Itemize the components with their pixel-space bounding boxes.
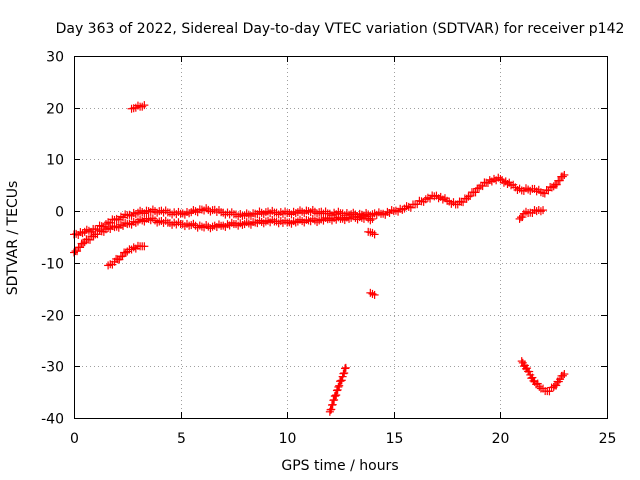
- series-segment-minus-thirty-three: [517, 357, 569, 396]
- data-point-fill: [503, 180, 512, 189]
- y-tick-label: 10: [46, 153, 64, 169]
- data-point: [325, 214, 334, 223]
- x-axis-label: GPS time / hours: [281, 458, 398, 474]
- data-point: [341, 363, 350, 372]
- data-point-fill: [536, 207, 545, 216]
- x-tick-label: 15: [386, 431, 404, 447]
- series-segment-minus-ten: [104, 241, 149, 270]
- x-tick-label: 10: [279, 431, 297, 447]
- data-point-fill: [368, 289, 377, 298]
- data-point-fill: [552, 180, 561, 189]
- data-point-fill: [555, 176, 564, 185]
- series-main-trace-upper: [70, 170, 569, 239]
- data-point-fill: [121, 248, 130, 257]
- x-tick-label: 0: [70, 431, 79, 447]
- series-main-trace-lower: [70, 212, 377, 257]
- y-tick-label: 20: [46, 102, 64, 118]
- data-point-fill: [340, 369, 349, 378]
- data-point-fill: [138, 208, 147, 217]
- y-tick-label: -30: [41, 360, 64, 376]
- data-point-fill: [466, 191, 475, 200]
- data-point: [334, 382, 343, 391]
- data-point-fill: [335, 381, 344, 390]
- data-point: [370, 290, 379, 299]
- data-point: [560, 370, 569, 379]
- x-tick-label: 25: [599, 431, 617, 447]
- data-point-fill: [558, 371, 567, 380]
- series-segment-steep-minus-thirty-five: [325, 363, 350, 416]
- data-point-fill: [236, 210, 245, 219]
- series-segment-minus-sixteen: [366, 288, 379, 299]
- data-point-fill: [328, 400, 337, 409]
- y-tick-label: -20: [41, 309, 64, 325]
- data-point-fill: [72, 229, 81, 238]
- data-point-fill: [79, 239, 88, 248]
- chart-title: Day 363 of 2022, Sidereal Day-to-day VTE…: [56, 21, 625, 37]
- data-point-fill: [521, 207, 530, 216]
- data-point-fill: [257, 208, 266, 217]
- data-point: [517, 357, 526, 366]
- data-point: [304, 207, 313, 216]
- data-point-fill: [232, 220, 241, 229]
- x-tick-label: 20: [492, 431, 510, 447]
- y-axis-label: SDTVAR / TECUs: [5, 181, 21, 296]
- data-point: [560, 170, 569, 179]
- data-point: [261, 217, 270, 226]
- series-segment-near-fourteen: [364, 227, 379, 239]
- y-tick-label: -10: [41, 257, 64, 273]
- data-point: [240, 211, 249, 220]
- data-point-fill: [366, 216, 375, 225]
- axis-ticks: [74, 56, 608, 419]
- data-point-fill: [535, 382, 544, 391]
- data-point: [368, 214, 377, 223]
- data-point: [379, 209, 388, 218]
- data-point: [496, 175, 505, 184]
- data-point-fill: [332, 391, 341, 400]
- data-point-fill: [518, 213, 527, 222]
- data-point: [366, 288, 375, 297]
- data-point: [261, 208, 270, 217]
- data-point-fill: [189, 219, 198, 228]
- data-point: [368, 228, 377, 237]
- data-point: [140, 242, 149, 251]
- data-point-fill: [558, 172, 567, 181]
- data-point-fill: [525, 367, 534, 376]
- data-point: [129, 243, 138, 252]
- data-point-fill: [191, 207, 200, 216]
- y-tick-label: -40: [41, 412, 64, 428]
- data-point: [104, 261, 113, 270]
- series-segment-near-twenty-one: [515, 205, 548, 223]
- data-point: [131, 103, 140, 112]
- data-point-fill: [138, 102, 147, 111]
- data-point-fill: [471, 188, 480, 197]
- grid-lines: [74, 56, 607, 418]
- y-tick-labels: -40 -30 -20 -10 0 10 20 30: [41, 50, 64, 428]
- data-point-fill: [533, 379, 542, 388]
- data-markers: [70, 101, 569, 416]
- data-point-fill: [298, 207, 307, 216]
- y-tick-label: 0: [55, 205, 64, 221]
- data-point: [330, 395, 339, 404]
- data-point-fill: [337, 376, 346, 385]
- data-point-fill: [85, 235, 94, 244]
- data-point: [240, 220, 249, 229]
- data-point: [539, 206, 548, 215]
- data-point-fill: [459, 198, 468, 207]
- data-point: [370, 230, 379, 239]
- y-tick-label: 30: [46, 50, 64, 66]
- plot-frame: [74, 56, 608, 419]
- data-point: [140, 101, 149, 110]
- x-tick-labels: 0 5 10 15 20 25: [70, 431, 616, 447]
- data-point: [464, 192, 473, 201]
- data-point-fill: [478, 182, 487, 191]
- data-point: [475, 183, 484, 192]
- data-point-fill: [244, 219, 253, 228]
- data-point-fill: [298, 217, 307, 226]
- series-segment-plus-twenty: [127, 101, 149, 113]
- data-point-fill: [327, 405, 336, 414]
- x-tick-label: 5: [177, 431, 186, 447]
- data-point-fill: [528, 373, 537, 382]
